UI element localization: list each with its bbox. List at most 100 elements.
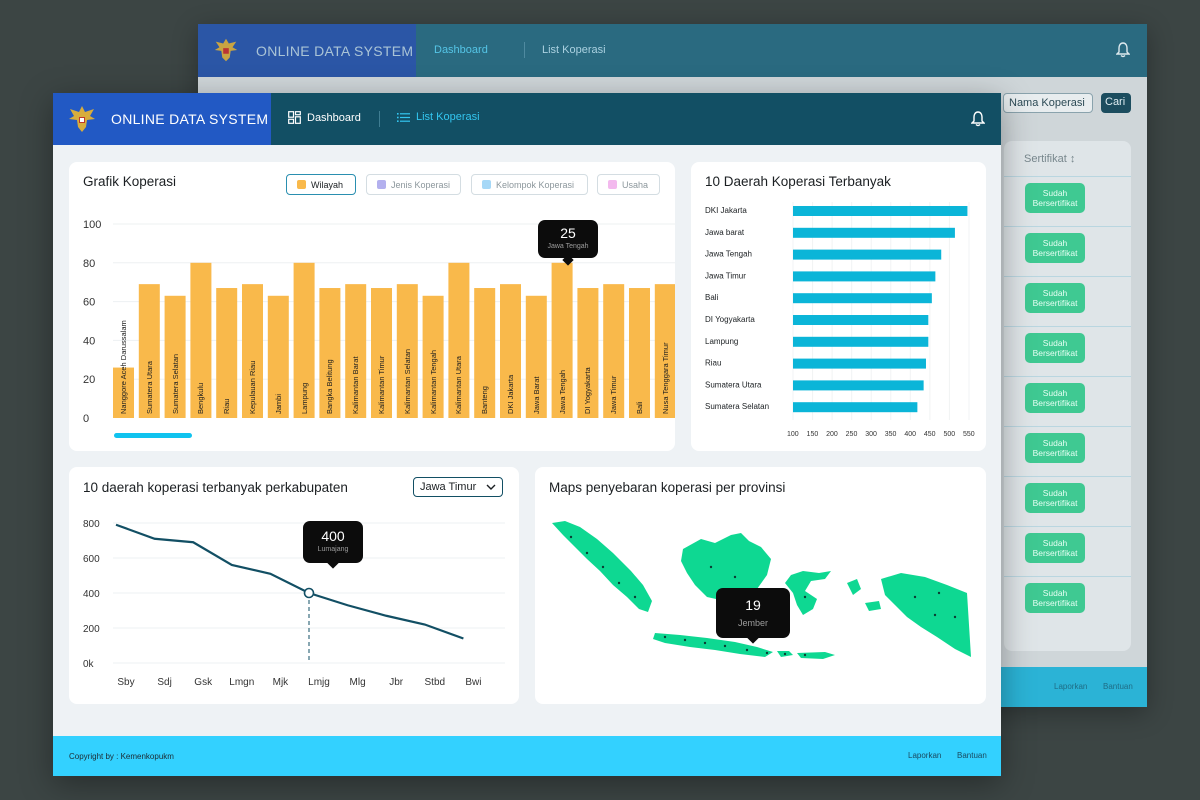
logo-area[interactable]: ONLINE DATA SYSTEM (53, 93, 271, 145)
bar[interactable] (371, 288, 392, 418)
bar[interactable] (422, 295, 444, 418)
bg-status-badge: Sudah Bersertifikat (1025, 483, 1085, 513)
hbar-category-label: Bali (705, 293, 719, 302)
bar[interactable] (242, 284, 263, 418)
bar[interactable] (629, 288, 650, 418)
bar[interactable] (448, 262, 470, 418)
footer-bantuan-link[interactable]: Bantuan (957, 751, 987, 760)
nav-list-koperasi[interactable]: List Koperasi (397, 111, 480, 123)
bg-badge-line1: Sudah (1042, 438, 1068, 448)
map-sulawesi[interactable] (785, 571, 831, 615)
bg-table-row-divider (1004, 476, 1131, 477)
maps-title: Maps penyebaran koperasi per provinsi (549, 480, 786, 495)
filter-chip-label: Usaha (622, 179, 649, 190)
top10-card: 10 Daerah Koperasi Terbanyak 100 150 200 25… (691, 162, 986, 451)
bar[interactable] (525, 295, 547, 418)
hbar[interactable] (793, 315, 929, 325)
filter-chip-2[interactable]: Kelompok Koperasi (471, 174, 588, 195)
bg-search-button[interactable]: Cari (1101, 93, 1131, 113)
hbar-category-label: Sumatera Selatan (705, 402, 769, 411)
bar[interactable] (164, 295, 186, 418)
bar[interactable] (551, 262, 573, 418)
bg-badge-line1: Sudah (1042, 388, 1068, 398)
bg-bell-icon[interactable] (1116, 42, 1130, 58)
highlight-point[interactable] (303, 587, 315, 599)
map-papua[interactable] (881, 573, 971, 657)
bar[interactable] (577, 288, 599, 418)
map-java[interactable] (653, 633, 773, 657)
map-tooltip-label: Jember (737, 618, 768, 628)
indonesia-map[interactable] (535, 467, 986, 704)
map-kalimantan[interactable] (681, 533, 771, 601)
bar-category-label: Kalimantan Tengah (428, 349, 438, 414)
bar-category-label: Lampung (299, 382, 309, 414)
nav-list-label: List Koperasi (416, 111, 480, 123)
bar[interactable] (396, 284, 418, 418)
footer-laporkan-link[interactable]: Laporkan (908, 751, 942, 760)
bar[interactable] (138, 284, 160, 418)
bg-nav-dashboard[interactable]: Dashboard (434, 44, 488, 56)
bg-status-badge: Sudah Bersertifikat (1025, 333, 1085, 363)
x-tick-label: Mlg (350, 677, 366, 688)
hbar[interactable] (793, 336, 929, 347)
bg-badge-line1: Sudah (1042, 188, 1068, 198)
filter-chip-label: Jenis Koperasi (391, 179, 451, 190)
bar-category-label: Jawa Timur (609, 375, 619, 414)
hbar[interactable] (793, 358, 926, 369)
garuda-emblem-icon (214, 38, 238, 62)
filter-chip-0[interactable]: Wilayah (286, 174, 356, 195)
bg-badge-line2: Bersertifikat (1032, 348, 1078, 358)
nav-dashboard[interactable]: Dashboard (288, 111, 361, 124)
map-maluku[interactable] (847, 579, 881, 611)
bg-table-row-divider (1004, 576, 1131, 577)
filter-chip-swatch (482, 180, 491, 189)
bg-footer-laporkan[interactable]: Laporkan (1054, 682, 1088, 691)
bg-status-badge: Sudah Bersertifikat (1025, 583, 1085, 613)
bar[interactable] (319, 288, 341, 418)
hbar[interactable] (793, 271, 936, 282)
bar[interactable] (474, 288, 496, 418)
bar[interactable] (113, 367, 134, 418)
bar[interactable] (267, 295, 289, 418)
grafik-title: Grafik Koperasi (83, 174, 177, 189)
bar[interactable] (654, 284, 675, 418)
x-tick-label: Bwi (465, 677, 481, 688)
bg-nav-list[interactable]: List Koperasi (542, 44, 606, 56)
bar-category-label: Banteng (480, 386, 490, 414)
bell-icon[interactable] (971, 111, 985, 127)
bar[interactable] (345, 284, 367, 418)
filter-chip-3[interactable]: Usaha (597, 174, 660, 195)
hbar[interactable] (793, 380, 924, 391)
bg-column-header[interactable]: Sertifikat ↕ (1024, 153, 1076, 165)
bar[interactable] (293, 262, 315, 418)
x-tick-label: 550 (963, 431, 975, 438)
hbar-category-label: Lampung (705, 337, 738, 346)
nav-divider (379, 111, 380, 127)
bg-badge-line2: Bersertifikat (1032, 398, 1078, 408)
hbar[interactable] (793, 227, 955, 238)
bar[interactable] (190, 262, 212, 418)
filter-chip-label: Kelompok Koperasi (496, 179, 575, 190)
horizontal-scrollbar[interactable] (114, 433, 192, 438)
hbar[interactable] (793, 206, 968, 216)
hbar[interactable] (793, 402, 918, 413)
bar-category-label: Jawa Tengah (557, 369, 567, 414)
bg-table-row-divider (1004, 526, 1131, 527)
bar[interactable] (500, 284, 521, 418)
bg-table-row-divider (1004, 176, 1131, 177)
hbar[interactable] (793, 293, 932, 304)
line-tooltip-label: Lumajang (317, 546, 349, 553)
hbar[interactable] (793, 249, 942, 260)
bar[interactable] (603, 284, 625, 418)
dashboard-icon (288, 111, 301, 124)
province-select[interactable]: Jawa Timur (413, 477, 503, 497)
bar-category-label: Bali (635, 401, 644, 414)
bar-category-label: Bangka Belitung (325, 359, 335, 414)
bg-footer-bantuan[interactable]: Bantuan (1103, 682, 1133, 691)
bg-search-select[interactable]: Nama Koperasi (1003, 93, 1093, 113)
filter-chip-1[interactable]: Jenis Koperasi (366, 174, 461, 195)
bg-badge-line2: Bersertifikat (1032, 198, 1078, 208)
bg-table-row-divider (1004, 426, 1131, 427)
bar[interactable] (216, 288, 238, 418)
hbar-category-label: Jawa Tengah (705, 250, 752, 259)
